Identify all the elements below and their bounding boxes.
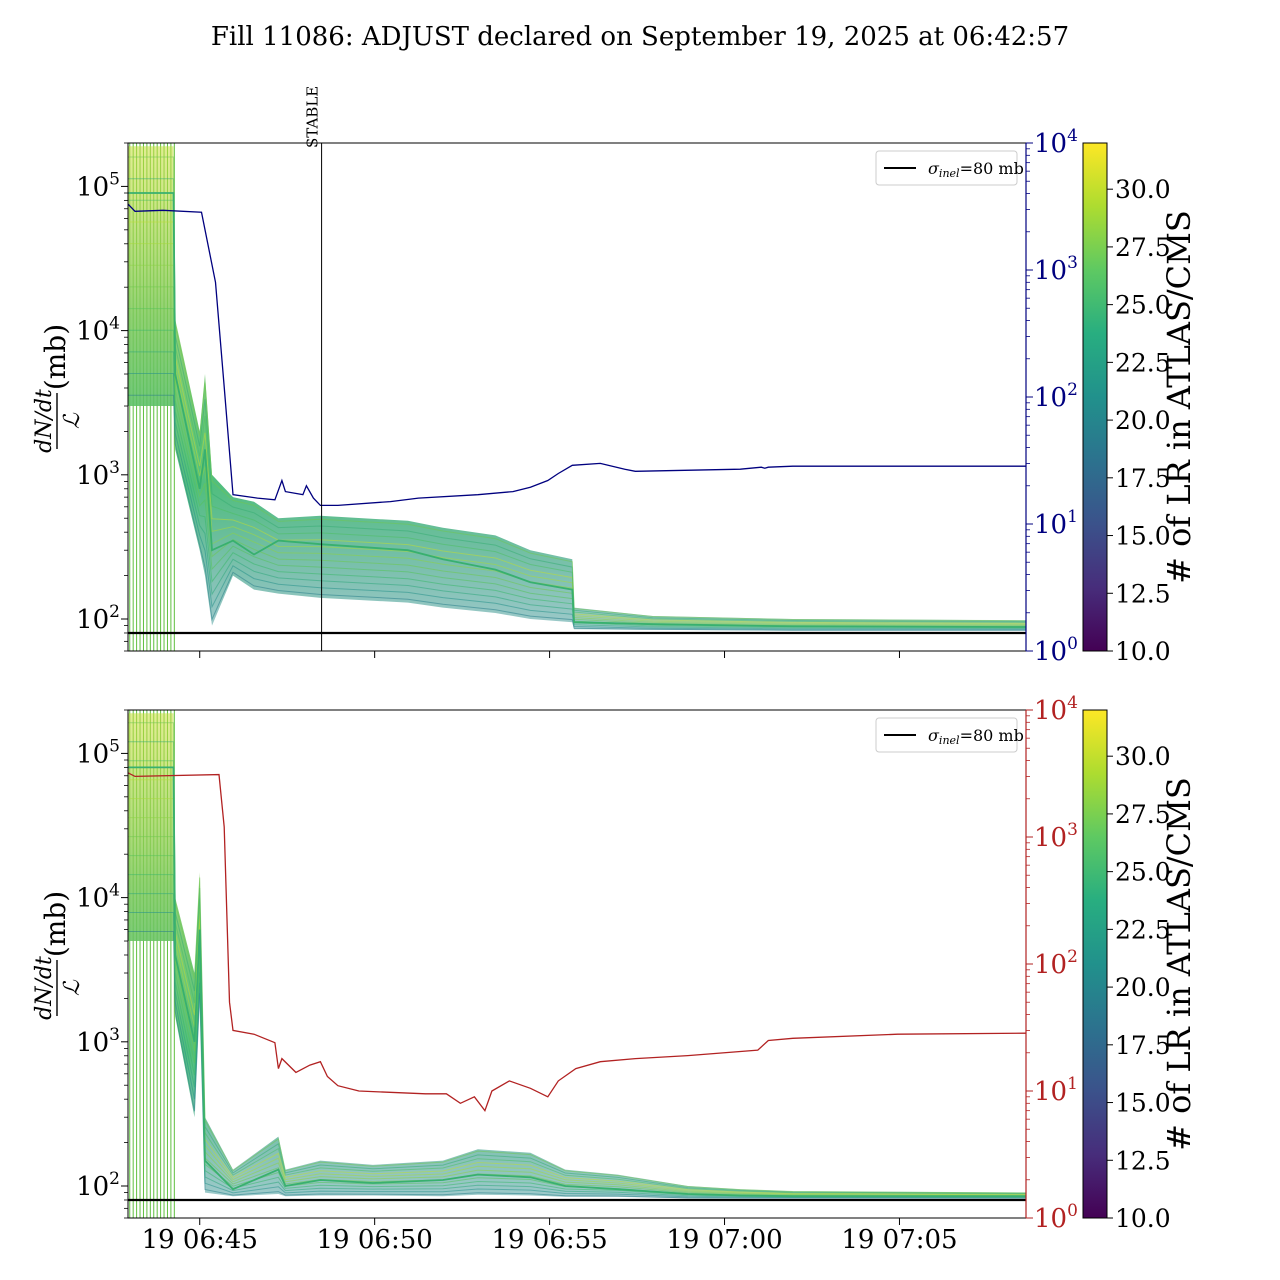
- colorbar-tick-label: 15.0: [1115, 1089, 1171, 1118]
- legend-label: σinel=80 mb: [928, 726, 1024, 747]
- lr-trace: [128, 836, 1026, 1197]
- y-label-denominator: ℒ: [60, 979, 85, 996]
- lr-trace: [128, 912, 1026, 1199]
- lr-median-trace: [128, 192, 1026, 628]
- right-y-tick-label: 101: [1034, 1074, 1078, 1107]
- y-tick-label: 104: [76, 314, 120, 347]
- colorbar-tick-label: 27.5: [1115, 233, 1171, 262]
- bottom-colorbar: 10.0 12.5 15.0 17.5 20.0 22.5 25.0 27.5 30.0 # of…: [1082, 709, 1198, 1233]
- legend-label: σinel=80 mb: [928, 159, 1024, 180]
- colorbar-tick-label: 30.0: [1115, 742, 1171, 771]
- x-tick-label: 19 06:45: [142, 1225, 258, 1255]
- x-tick-label: 19 06:50: [317, 1225, 433, 1255]
- colorbar-tick-label: 20.0: [1115, 973, 1171, 1002]
- colorbar-tick-label: 25.0: [1115, 291, 1171, 320]
- right-y-tick-label: 104: [1034, 693, 1078, 726]
- lr-median-trace: [128, 766, 1026, 1198]
- top-colorbar: 10.0 12.5 15.0 17.5 20.0 22.5 25.0 27.5 30.0 # of…: [1082, 142, 1198, 666]
- lr-trace: [128, 722, 1026, 1194]
- x-tick-label: 19 07:05: [841, 1225, 957, 1255]
- lr-trace: [128, 760, 1026, 1195]
- colorbar-tick-label: 20.0: [1115, 406, 1171, 435]
- colorbar-gradient: [1082, 709, 1108, 1219]
- right-y-tick-label: 102: [1034, 947, 1078, 980]
- y-axis-label: dN/dt ℒ (mb): [32, 891, 85, 1020]
- bottom-panel: 102 103 104 105 100 101 102 103 104 19 06:45 19 06…: [32, 693, 1078, 1255]
- lr-trace: [128, 817, 1026, 1196]
- colorbar-gradient: [1082, 142, 1108, 652]
- colorbar-tick-label: 22.5: [1115, 348, 1171, 377]
- colorbar-tick-label: 15.0: [1115, 522, 1171, 551]
- stable-annotation: STABLE: [304, 86, 322, 148]
- right-axis-series: [128, 772, 1026, 1113]
- legend: σinel=80 mb: [875, 717, 1024, 753]
- y-axis-label: dN/dt ℒ (mb): [32, 324, 85, 453]
- y-tick-label: 103: [76, 1025, 120, 1058]
- colorbar-tick-label: 17.5: [1115, 464, 1171, 493]
- lr-trace: [128, 798, 1026, 1196]
- colorbar-tick-label: 10.0: [1115, 1204, 1171, 1233]
- lr-trace: [128, 741, 1026, 1194]
- right-axis-series: [128, 203, 1026, 507]
- y-tick-label: 105: [76, 169, 120, 202]
- right-y-tick-label: 100: [1034, 1201, 1078, 1234]
- legend-box: [875, 150, 1018, 186]
- lr-trace: [128, 373, 1026, 630]
- right-y-tick-label: 102: [1034, 380, 1078, 413]
- lr-trace: [128, 351, 1026, 629]
- right-y-tick-label: 101: [1034, 507, 1078, 540]
- lr-trace: [128, 779, 1026, 1195]
- y-tick-label: 104: [76, 881, 120, 914]
- lr-band: [128, 146, 1026, 631]
- x-tick-label: 19 06:55: [491, 1225, 607, 1255]
- legend: σinel=80 mb: [875, 150, 1024, 186]
- legend-box: [875, 717, 1018, 753]
- x-tick-label: 19 07:00: [666, 1225, 782, 1255]
- y-tick-label: 103: [76, 458, 120, 491]
- lr-trace: [128, 394, 1026, 631]
- lr-band: [128, 713, 1026, 1199]
- y-tick-label: 105: [76, 736, 120, 769]
- colorbar-tick-label: 27.5: [1115, 800, 1171, 829]
- lr-trace: [128, 893, 1026, 1198]
- colorbar-tick-label: 17.5: [1115, 1031, 1171, 1060]
- y-label-denominator: ℒ: [60, 412, 85, 429]
- y-label-numerator: dN/dt: [32, 956, 57, 1020]
- colorbar-tick-label: 10.0: [1115, 637, 1171, 666]
- y-label-unit: (mb): [39, 891, 72, 957]
- plot-area: [128, 710, 1026, 1218]
- plot-area: [128, 143, 1026, 651]
- right-y-tick-label: 103: [1034, 820, 1078, 853]
- top-panel: STABLE 102 103 104 105 100 101 102 103 104 dN/dt ℒ (…: [32, 86, 1078, 667]
- right-y-tick-label: 104: [1034, 126, 1078, 159]
- colorbar-label: # of LR in ATLAS/CMS: [1160, 777, 1198, 1151]
- colorbar-tick-label: 12.5: [1115, 579, 1171, 608]
- colorbar-tick-label: 30.0: [1115, 175, 1171, 204]
- figure-title: Fill 11086: ADJUST declared on September…: [211, 22, 1069, 52]
- colorbar-tick-label: 12.5: [1115, 1146, 1171, 1175]
- y-tick-label: 102: [76, 602, 120, 635]
- y-label-unit: (mb): [39, 324, 72, 390]
- colorbar-tick-label: 22.5: [1115, 915, 1171, 944]
- colorbar-label: # of LR in ATLAS/CMS: [1160, 210, 1198, 584]
- lr-trace: [128, 931, 1026, 1199]
- y-label-numerator: dN/dt: [32, 389, 57, 453]
- right-y-tick-label: 103: [1034, 253, 1078, 286]
- right-y-tick-label: 100: [1034, 634, 1078, 667]
- axes-frame: [127, 709, 1027, 1219]
- y-tick-label: 102: [76, 1169, 120, 1202]
- lr-trace: [128, 855, 1026, 1197]
- colorbar-tick-label: 25.0: [1115, 858, 1171, 887]
